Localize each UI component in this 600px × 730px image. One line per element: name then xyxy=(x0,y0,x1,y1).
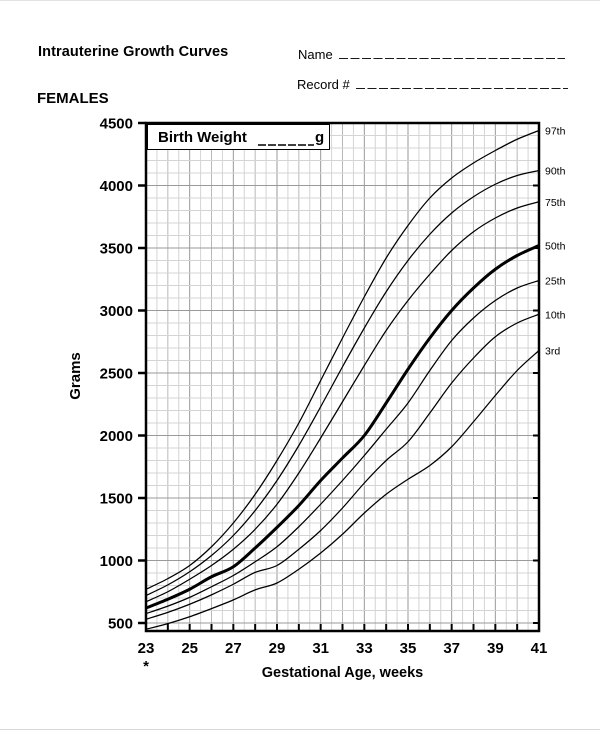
y-tick-label: 500 xyxy=(108,616,133,633)
page-title: Intrauterine Growth Curves xyxy=(38,44,229,60)
percentile-label-3rd: 3rd xyxy=(545,346,560,358)
percentile-curve-10th xyxy=(145,313,540,620)
x-tick-label: 41 xyxy=(531,640,548,657)
percentile-label-97th: 97th xyxy=(545,126,566,138)
x-tick-label: 33 xyxy=(356,640,373,657)
y-tick-label: 1500 xyxy=(100,491,133,508)
footnote-asterisk: * xyxy=(143,658,149,675)
x-tick-label: 31 xyxy=(312,640,329,657)
percentile-label-10th: 10th xyxy=(545,309,566,321)
birth-weight-unit: g xyxy=(315,129,324,146)
y-tick-label: 3000 xyxy=(100,303,133,320)
y-tick-label: 2500 xyxy=(100,366,133,383)
x-tick-label: 37 xyxy=(443,640,460,657)
x-tick-label: 27 xyxy=(225,640,242,657)
x-tick-label: 25 xyxy=(181,640,198,657)
name-label: Name xyxy=(298,47,333,62)
percentile-curve-50th xyxy=(145,244,540,610)
percentile-label-50th: 50th xyxy=(545,241,566,253)
x-tick-label: 35 xyxy=(400,640,417,657)
percentile-label-90th: 90th xyxy=(545,166,566,178)
x-tick-label: 23 xyxy=(138,640,155,657)
y-tick-label: 2000 xyxy=(100,428,133,445)
name-field: Name xyxy=(298,47,565,62)
record-blank-line xyxy=(355,77,568,89)
y-tick-label: 1000 xyxy=(100,553,133,570)
name-blank-line xyxy=(338,47,565,59)
sex-heading: FEMALES xyxy=(37,90,109,107)
x-tick-label: 39 xyxy=(487,640,504,657)
birth-weight-label: Birth Weight xyxy=(158,129,247,146)
percentile-curve-3rd xyxy=(145,350,540,630)
percentile-curve-90th xyxy=(145,169,540,597)
birth-weight-box xyxy=(147,124,330,150)
percentile-curve-97th xyxy=(145,129,540,590)
percentile-curve-75th xyxy=(145,201,540,603)
y-tick-label: 4500 xyxy=(100,116,133,133)
record-number-label: Record # xyxy=(297,77,350,92)
y-axis-title: Grams xyxy=(67,352,84,400)
y-tick-label: 3500 xyxy=(100,241,133,258)
y-tick-label: 4000 xyxy=(100,178,133,195)
percentile-label-75th: 75th xyxy=(545,197,566,209)
percentile-label-25th: 25th xyxy=(545,276,566,288)
x-tick-label: 29 xyxy=(269,640,286,657)
percentile-curve-25th xyxy=(145,279,540,615)
record-number-field: Record # xyxy=(297,77,568,92)
x-axis-title: Gestational Age, weeks xyxy=(262,665,423,681)
